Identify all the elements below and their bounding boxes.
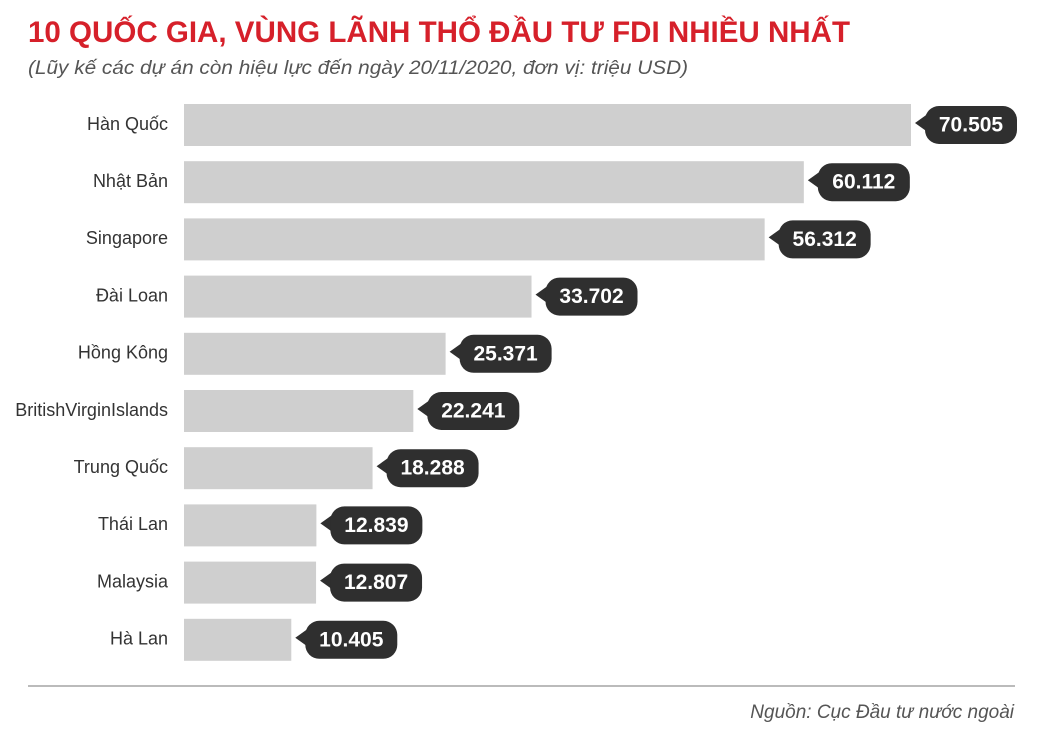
bar [184, 447, 373, 490]
chart-subtitle: (Lũy kế các dự án còn hiệu lực đến ngày … [28, 58, 688, 79]
bar [184, 332, 446, 375]
value-label: 18.288 [400, 457, 465, 480]
value-label-bubble [330, 506, 423, 545]
value-label: 56.312 [793, 228, 857, 251]
value-label: 10.405 [319, 628, 384, 651]
value-label: 33.702 [559, 285, 623, 308]
value-label: 70.505 [939, 114, 1004, 137]
value-label-bubble [330, 563, 423, 602]
bar [184, 104, 911, 146]
category-label: Thái Lan [98, 514, 168, 534]
bar [184, 218, 765, 261]
chart-title: 10 QUỐC GIA, VÙNG LÃNH THỔ ĐẦU TƯ FDI NH… [28, 15, 850, 49]
bar [184, 275, 532, 318]
value-label-bubble [925, 106, 1017, 144]
category-label: Hồng Kông [78, 343, 168, 363]
value-label-bubble [305, 620, 398, 659]
value-label: 12.807 [344, 571, 408, 594]
category-label: Hàn Quốc [87, 114, 168, 134]
value-label-bubble [545, 277, 638, 316]
value-label: 60.112 [832, 171, 895, 194]
bar [184, 618, 292, 661]
category-label: Trung Quốc [74, 457, 168, 477]
category-label: BritishVirginIslands [15, 400, 168, 420]
category-label: Đài Loan [96, 285, 168, 305]
value-label-bubble [386, 449, 479, 488]
value-label-bubble [778, 220, 871, 259]
value-label-bubble [427, 392, 520, 430]
source-note: Nguồn: Cục Đầu tư nước ngoài [750, 702, 1014, 723]
value-label: 12.839 [344, 514, 408, 537]
bar [184, 390, 414, 432]
value-label-bubble [817, 163, 910, 202]
value-label-bubble [459, 334, 552, 373]
bar [184, 504, 317, 547]
category-label: Nhật Bản [93, 171, 168, 191]
category-label: Hà Lan [110, 629, 168, 649]
category-label: Malaysia [97, 571, 169, 591]
category-label: Singapore [86, 228, 168, 248]
value-label: 25.371 [473, 342, 538, 365]
bar [184, 161, 804, 204]
bar [184, 561, 317, 604]
value-label: 22.241 [441, 400, 506, 423]
